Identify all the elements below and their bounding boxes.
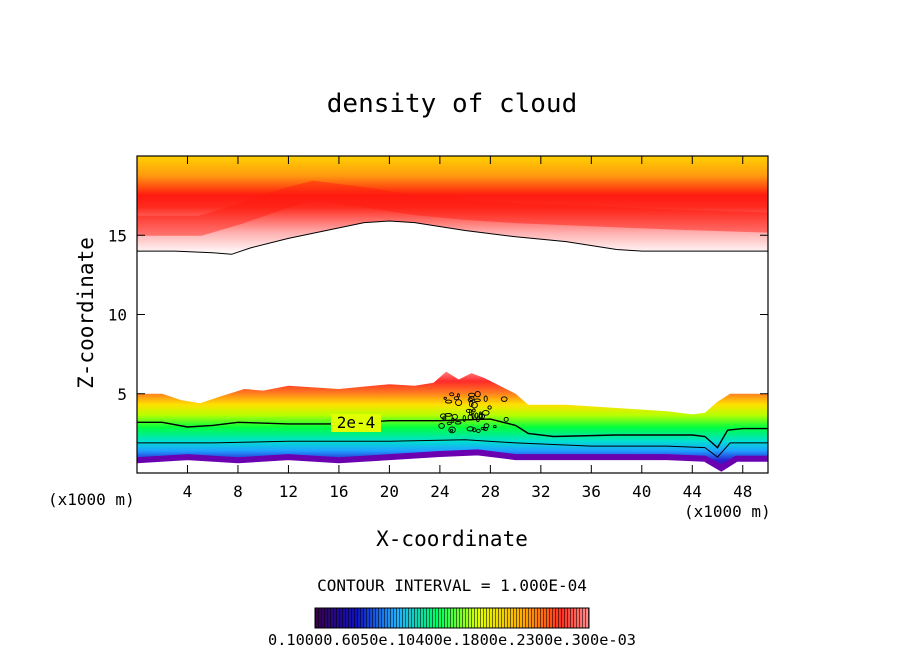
- y-tick-label: 10: [108, 306, 127, 325]
- colorbar-frame: [314, 607, 590, 629]
- contour-speckle: [442, 416, 447, 421]
- contour-interval-text: CONTOUR INTERVAL = 1.000E-04: [317, 576, 587, 595]
- y-tick-label: 15: [108, 226, 127, 245]
- contour-speckle: [474, 412, 479, 420]
- contour-speckle: [444, 413, 453, 417]
- contour-speckle: [451, 413, 458, 420]
- contour-speckle: [500, 396, 508, 402]
- lower-cloud-base-contour: [137, 449, 768, 472]
- contour-speckle: [456, 393, 460, 398]
- x-tick-label: 12: [279, 482, 298, 501]
- contour-speckle: [465, 408, 473, 413]
- chart-title: density of cloud: [327, 89, 577, 119]
- x-unit-left: (x1000 m): [48, 490, 135, 509]
- x-tick-label: 8: [233, 482, 243, 501]
- upper-cloud-edge-contour: [137, 220, 768, 255]
- contour-speckle: [454, 421, 462, 425]
- x-tick-label: 48: [733, 482, 752, 501]
- contour-speckle: [466, 426, 475, 432]
- x-tick-label: 4: [183, 482, 193, 501]
- contour-speckle: [448, 426, 456, 434]
- contour-speckle: [474, 390, 481, 398]
- x-axis: 4 8 12 16 20 24 28 32 36 40 44 48: [183, 156, 752, 501]
- colorbar-labels: 0.10000.6050e.10400e.1800e.2300e.300e-03: [268, 631, 636, 649]
- y-axis-label: Z-coordinate: [74, 237, 98, 389]
- contour-speckle: [487, 405, 492, 410]
- contour-speckle: [478, 411, 483, 419]
- contour-speckle: [462, 415, 466, 422]
- contour-speckle: [449, 392, 455, 397]
- colorbar-level-lines: [315, 608, 589, 628]
- contour-speckle: [473, 398, 481, 402]
- x-unit-right: (x1000 m): [684, 502, 771, 521]
- plot-area: 2e-4: [137, 156, 768, 472]
- contour-speckle: [443, 396, 447, 400]
- x-tick-label: 44: [683, 482, 702, 501]
- contour-speckle: [446, 421, 452, 425]
- convective-contour-cluster: [438, 390, 509, 434]
- y-axis: 5 10 15: [108, 226, 768, 404]
- contour-speckle: [440, 413, 447, 419]
- contour-speckle: [472, 427, 477, 433]
- contour-speckle: [451, 417, 455, 423]
- x-tick-label: 32: [531, 482, 550, 501]
- contour-speckle: [470, 401, 478, 409]
- colorbar: [314, 607, 590, 629]
- contour-speckle: [438, 423, 445, 429]
- contour-speckle: [455, 399, 463, 406]
- contour-2e-4: [137, 418, 768, 449]
- x-tick-label: 24: [430, 482, 449, 501]
- y-tick-label: 5: [117, 385, 127, 404]
- x-tick-label: 20: [380, 482, 399, 501]
- contour-speckle: [472, 408, 476, 413]
- contour-speckle: [492, 425, 497, 429]
- lower-cloud-low-contour: [137, 439, 768, 458]
- contour-speckle: [444, 399, 453, 404]
- contour-speckle: [467, 414, 474, 421]
- contour-speckle: [503, 416, 509, 422]
- contour-speckle: [449, 428, 454, 432]
- contour-speckle: [476, 428, 481, 434]
- contour-speckle: [483, 395, 488, 402]
- contour-speckle: [467, 397, 473, 403]
- x-tick-label: 36: [582, 482, 601, 501]
- x-tick-label: 16: [329, 482, 348, 501]
- x-axis-label: X-coordinate: [376, 527, 528, 551]
- contour-speckle: [482, 409, 490, 416]
- x-tick-label: 28: [481, 482, 500, 501]
- contour-speckle: [483, 423, 490, 429]
- contour-label-background: [331, 414, 381, 432]
- contour-label: 2e-4: [337, 413, 376, 432]
- contour-speckle: [480, 426, 486, 431]
- contour-speckle: [453, 396, 460, 401]
- x-tick-label: 40: [632, 482, 651, 501]
- upper-cloud-core-band: [137, 180, 768, 236]
- upper-cloud-layer: [137, 156, 768, 255]
